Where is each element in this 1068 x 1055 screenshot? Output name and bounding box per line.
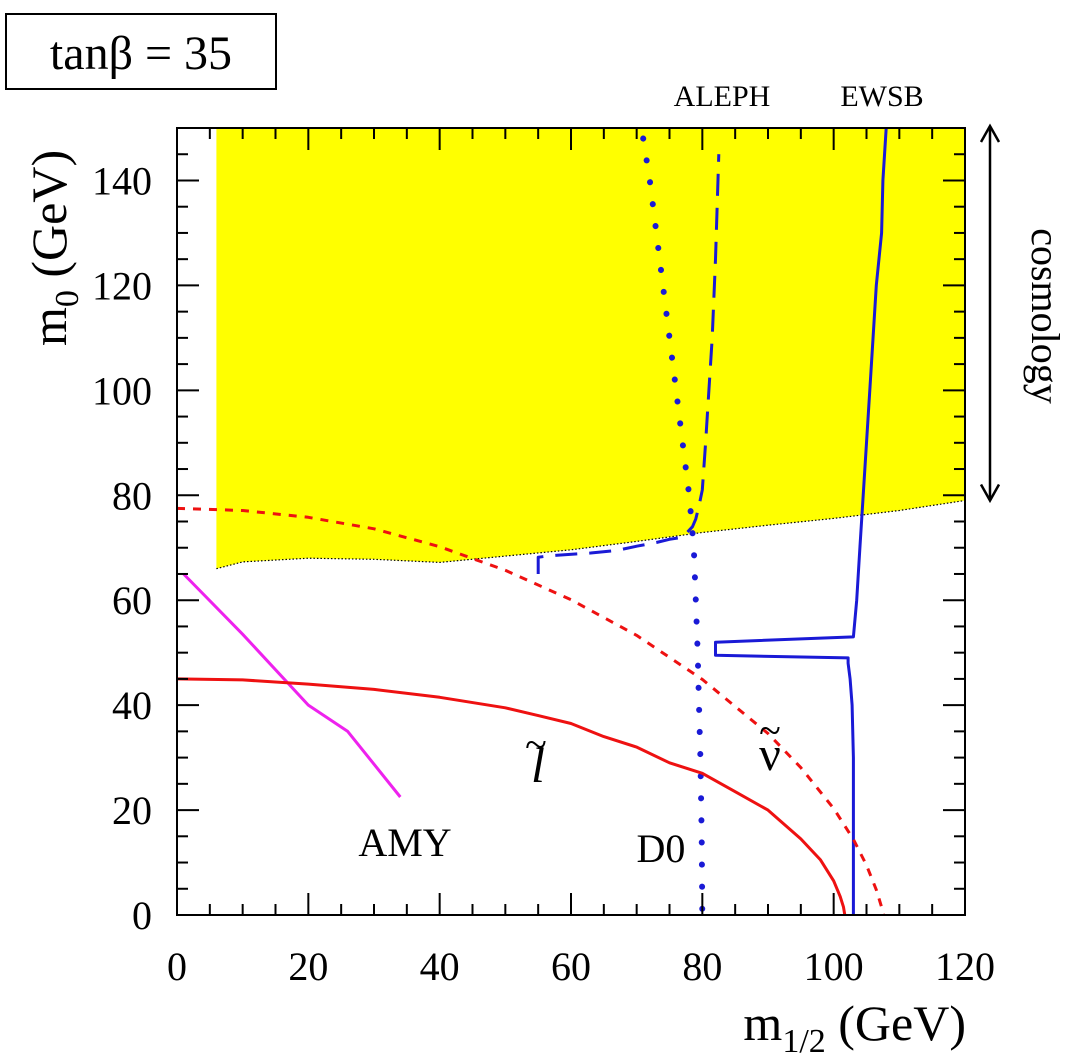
tick-labels: 0 20 40 60 80 100 120 0 20 40 60 80 100 120 140 [92, 158, 995, 989]
axis-ticks [176, 127, 966, 916]
label-amy: AMY [358, 820, 451, 865]
x-axis-label-unit: (GeV) [826, 995, 966, 1051]
x-tick-label: 40 [420, 944, 460, 989]
title-box [5, 13, 277, 90]
y-tick-label: 140 [92, 158, 152, 203]
x-axis-label: m1/2 (GeV) [743, 995, 966, 1055]
chart-title: tanβ = 35 [50, 27, 232, 80]
x-tick-label: 100 [804, 944, 864, 989]
cosmology-arrow-head-top [979, 123, 1001, 143]
y-tick-label: 0 [132, 893, 152, 938]
y-tick-label: 40 [112, 683, 152, 728]
label-cosmology: cosmology [1023, 228, 1068, 404]
series-amy [182, 572, 402, 798]
chart-curves [176, 127, 888, 918]
x-axis-label-symbol: m [743, 995, 782, 1051]
label-sneutrino: ν [759, 728, 781, 781]
label-d0: D0 [637, 826, 686, 871]
cosmology-arrow-head-bottom [979, 483, 1001, 504]
label-ewsb: EWSB [840, 80, 923, 113]
series-aleph [536, 154, 721, 574]
label-sneutrino-tilde: ~ [759, 708, 781, 753]
excluded-region-edge [216, 499, 966, 570]
y-tick-label: 100 [92, 368, 152, 413]
series-sneutrino [176, 506, 886, 916]
y-tick-label: 20 [112, 788, 152, 833]
x-tick-label: 0 [167, 944, 187, 989]
series-slepton [176, 677, 847, 916]
y-tick-label: 80 [112, 473, 152, 518]
y-axis-label-symbol: m [21, 307, 77, 346]
series-d0 [640, 135, 706, 918]
y-axis-label-subscript: 0 [49, 290, 86, 307]
label-aleph: ALEPH [674, 80, 771, 113]
x-axis-label-subscript: 1/2 [782, 1023, 825, 1055]
label-slepton-tilde: ~ [525, 722, 547, 767]
chart-regions [216, 128, 966, 570]
series-ewsb-boundary [714, 127, 888, 915]
excluded-region [216, 128, 965, 569]
cosmology-arrow [979, 123, 1001, 504]
x-tick-label: 120 [935, 944, 995, 989]
y-axis-label-unit: (GeV) [21, 150, 77, 290]
x-tick-label: 20 [288, 944, 328, 989]
y-tick-label: 120 [92, 263, 152, 308]
label-slepton: l [531, 737, 545, 793]
y-tick-label: 60 [112, 578, 152, 623]
y-axis-label: m0 (GeV) [21, 150, 86, 346]
x-tick-label: 60 [551, 944, 591, 989]
x-tick-label: 80 [682, 944, 722, 989]
